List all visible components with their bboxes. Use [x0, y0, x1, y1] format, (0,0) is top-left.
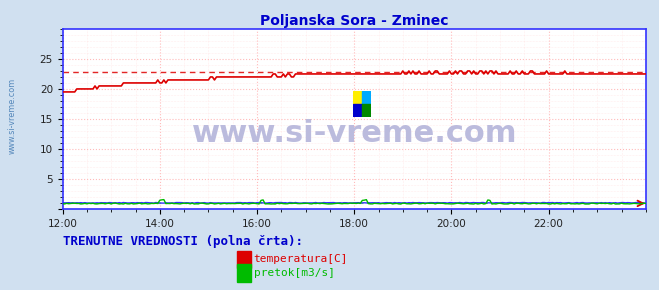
Text: TRENUTNE VREDNOSTI (polna črta):: TRENUTNE VREDNOSTI (polna črta): [63, 235, 302, 248]
Title: Poljanska Sora - Zminec: Poljanska Sora - Zminec [260, 14, 449, 28]
Bar [362, 104, 371, 117]
Text: www.si-vreme.com: www.si-vreme.com [8, 78, 17, 154]
Text: pretok[m3/s]: pretok[m3/s] [254, 268, 335, 278]
Bar [353, 104, 362, 117]
Text: www.si-vreme.com: www.si-vreme.com [192, 119, 517, 148]
Bar [353, 91, 362, 104]
Text: temperatura[C]: temperatura[C] [254, 254, 348, 264]
Bar [362, 91, 371, 104]
